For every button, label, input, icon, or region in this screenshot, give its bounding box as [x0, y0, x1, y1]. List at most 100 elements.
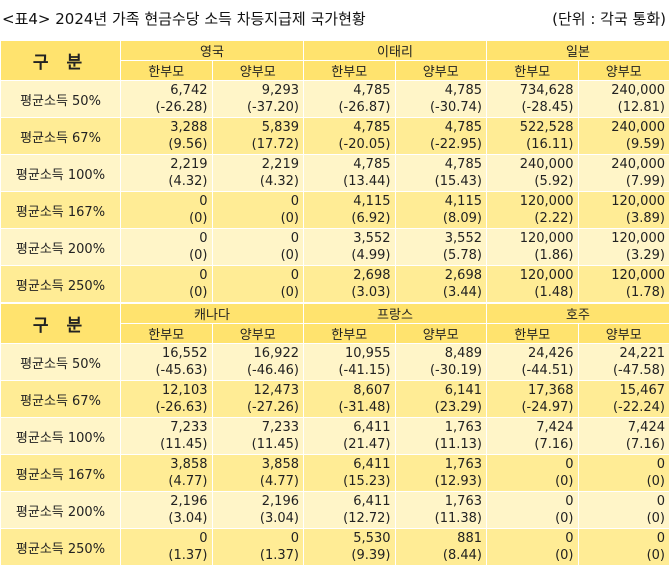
amount: 10,955: [345, 346, 391, 361]
value-cell: 5,839 (17.72): [211, 117, 304, 155]
change-rate: (0): [280, 285, 299, 300]
change-rate: (2.22): [534, 211, 574, 226]
amount: 4,115: [353, 194, 391, 209]
table-row: 평균소득 67% 12,103 (-26.63) 12,473 (-27.26) 8,60…: [0, 380, 670, 418]
value-cell: 0 (0): [211, 228, 304, 266]
amount: 4,785: [444, 83, 482, 98]
change-rate: (17.72): [251, 137, 299, 152]
change-rate: (4.32): [168, 174, 208, 189]
change-rate: (9.56): [168, 137, 208, 152]
country-header: 프랑스: [303, 303, 487, 324]
amount: 7,233: [261, 420, 299, 435]
value-cell: 6,411 (15.23): [303, 454, 396, 492]
change-rate: (-37.20): [246, 100, 299, 115]
amount: 1,763: [444, 494, 482, 509]
amount: 3,858: [261, 457, 299, 472]
value-cell: 6,742 (-26.28): [120, 80, 213, 118]
value-cell: 3,552 (4.99): [303, 228, 396, 266]
table-row: 평균소득 250% 0 (1.37) 0 (1.37) 5,530 (9.39) 881 (8.…: [0, 528, 670, 566]
change-rate: (-26.63): [155, 400, 208, 415]
value-cell: 522,528 (16.11): [486, 117, 579, 155]
change-rate: (-41.15): [338, 363, 391, 378]
amount: 24,221: [619, 346, 666, 361]
change-rate: (0): [555, 548, 574, 563]
value-cell: 4,115 (6.92): [303, 191, 396, 229]
change-rate: (-26.28): [155, 100, 208, 115]
change-rate: (-46.46): [246, 363, 299, 378]
change-rate: (21.47): [343, 437, 391, 452]
change-rate: (-47.58): [612, 363, 665, 378]
change-rate: (3.44): [442, 285, 482, 300]
amount: 2,698: [444, 268, 482, 283]
value-cell: 0 (0): [120, 265, 213, 303]
amount: 6,141: [444, 383, 482, 398]
change-rate: (0): [646, 548, 665, 563]
amount: 1,763: [444, 420, 482, 435]
change-rate: (1.48): [534, 285, 574, 300]
amount: 7,233: [170, 420, 208, 435]
amount: 4,785: [444, 157, 482, 172]
amount: 120,000: [611, 268, 665, 283]
value-cell: 0 (0): [577, 454, 670, 492]
change-rate: (8.44): [442, 548, 482, 563]
change-rate: (0): [280, 248, 299, 263]
change-rate: (5.92): [534, 174, 574, 189]
amount: 8,607: [353, 383, 391, 398]
value-cell: 0 (0): [486, 454, 579, 492]
value-cell: 15,467 (-22.24): [577, 380, 670, 418]
amount: 0: [565, 494, 574, 509]
value-cell: 17,368 (-24.97): [486, 380, 579, 418]
amount: 734,628: [519, 83, 574, 98]
amount: 12,103: [162, 383, 208, 398]
amount: 2,698: [353, 268, 391, 283]
change-rate: (4.99): [351, 248, 391, 263]
country-header: 호주: [486, 303, 670, 324]
change-rate: (4.77): [168, 474, 208, 489]
value-cell: 1,763 (11.13): [394, 417, 487, 455]
change-rate: (1.86): [534, 248, 574, 263]
change-rate: (-22.95): [429, 137, 482, 152]
change-rate: (4.77): [259, 474, 299, 489]
amount: 1,763: [444, 457, 482, 472]
value-cell: 3,858 (4.77): [120, 454, 213, 492]
parent-type-header: 양부모: [394, 323, 487, 344]
country-table: 구 분 영국 이태리 일본 한부모 양부모 한부모 양부모 한부모 양부모 평균소득 50% 6,74…: [0, 40, 670, 303]
change-rate: (0): [189, 211, 208, 226]
parent-type-header: 한부모: [486, 323, 579, 344]
row-label: 평균소득 167%: [0, 191, 121, 229]
amount: 6,411: [353, 420, 391, 435]
value-cell: 8,489 (-30.19): [394, 343, 487, 381]
table-row: 평균소득 250% 0 (0) 0 (0) 2,698 (3.03) 2,698 (3.44) 1…: [0, 265, 670, 303]
country-header: 일본: [486, 40, 670, 61]
change-rate: (15.43): [434, 174, 482, 189]
amount: 0: [199, 268, 208, 283]
value-cell: 4,785 (-30.74): [394, 80, 487, 118]
row-label: 평균소득 50%: [0, 80, 121, 118]
value-cell: 2,219 (4.32): [211, 154, 304, 192]
value-cell: 0 (0): [577, 491, 670, 529]
value-cell: 734,628 (-28.45): [486, 80, 579, 118]
amount: 120,000: [611, 194, 665, 209]
amount: 0: [656, 457, 665, 472]
value-cell: 0 (1.37): [120, 528, 213, 566]
amount: 0: [199, 194, 208, 209]
value-cell: 3,288 (9.56): [120, 117, 213, 155]
change-rate: (-26.87): [338, 100, 391, 115]
table-title: <표4> 2024년 가족 현금수당 소득 차등지급제 국가현황: [2, 9, 366, 28]
change-rate: (11.38): [434, 511, 482, 526]
change-rate: (-44.51): [521, 363, 574, 378]
table-row: 평균소득 50% 16,552 (-45.63) 16,922 (-46.46) 10,9…: [0, 343, 670, 381]
value-cell: 4,785 (15.43): [394, 154, 487, 192]
amount: 24,426: [528, 346, 574, 361]
row-label: 평균소득 100%: [0, 417, 121, 455]
change-rate: (-28.45): [521, 100, 574, 115]
parent-type-header: 한부모: [120, 60, 213, 81]
parent-type-header: 양부모: [394, 60, 487, 81]
value-cell: 4,785 (-22.95): [394, 117, 487, 155]
amount: 0: [656, 494, 665, 509]
amount: 8,489: [444, 346, 482, 361]
value-cell: 881 (8.44): [394, 528, 487, 566]
change-rate: (-24.97): [521, 400, 574, 415]
parent-type-header: 양부모: [577, 60, 670, 81]
value-cell: 2,698 (3.44): [394, 265, 487, 303]
